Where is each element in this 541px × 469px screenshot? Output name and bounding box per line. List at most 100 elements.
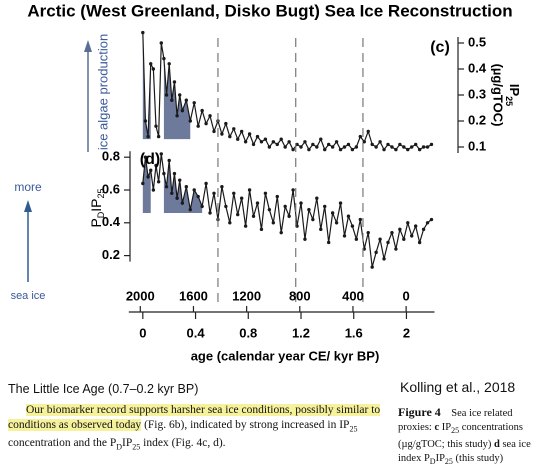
data-point: [303, 237, 307, 241]
data-point: [146, 175, 150, 179]
data-point: [192, 101, 196, 105]
data-point: [271, 140, 276, 144]
data-point: [141, 181, 145, 186]
data-point: [350, 147, 355, 152]
y-tick-label: 0.1: [468, 138, 486, 153]
data-point: [188, 119, 192, 123]
data-point: [180, 108, 185, 113]
data-point: [417, 240, 422, 245]
data-point: [172, 80, 177, 84]
data-point: [429, 142, 434, 147]
data-point: [429, 217, 434, 222]
x2-tick-label: 2000: [126, 288, 155, 303]
x-axis-label: age (calendar year CE/ kyr BP): [191, 348, 380, 363]
data-point: [156, 180, 161, 184]
data-point: [251, 142, 256, 147]
data-point: [275, 142, 279, 147]
data-point: [402, 145, 406, 149]
subscript: 25: [451, 426, 460, 436]
section-heading: The Little Ice Age (0.7–0.2 kyr BP): [8, 382, 199, 396]
data-point: [251, 214, 256, 218]
text: (this study): [452, 453, 504, 465]
data-point: [382, 257, 386, 261]
data-point: [315, 196, 319, 200]
data-point: [417, 147, 422, 152]
data-point: [143, 119, 148, 123]
data-point: [386, 240, 390, 245]
data-point: [175, 114, 179, 118]
x2-tick-label: 1200: [232, 288, 261, 303]
subscript: D: [429, 457, 436, 467]
data-point: [390, 230, 394, 235]
data-point: [180, 201, 185, 205]
text: concentration and the P: [8, 437, 117, 450]
data-point: [212, 129, 216, 134]
data-point: [188, 207, 192, 212]
label-sub: D: [96, 211, 106, 218]
data-point: [350, 224, 355, 228]
data-point: [406, 147, 410, 152]
data-point: [425, 145, 430, 149]
data-point: [398, 227, 402, 232]
y-tick-label: 0.4: [102, 214, 121, 229]
data-point: [326, 240, 331, 245]
data-point: [178, 93, 182, 97]
data-point: [143, 155, 148, 159]
y-tick-label: 0.5: [468, 34, 486, 49]
data-point: [307, 147, 311, 152]
y-axis-label: PDIP25: [88, 188, 107, 227]
data-point: [311, 217, 315, 222]
subscript: 25: [132, 442, 141, 452]
data-point: [255, 134, 260, 139]
data-point: [170, 98, 174, 102]
paragraph: Our biomarker record supports harsher se…: [8, 403, 390, 455]
data-point: [220, 185, 224, 189]
data-point: [172, 171, 177, 176]
highlight-area: [163, 58, 191, 140]
data-point: [413, 224, 418, 228]
data-point: [382, 147, 386, 152]
arrow-head: [84, 40, 92, 52]
data-point: [338, 147, 343, 152]
data-point: [236, 212, 240, 217]
data-point: [315, 145, 319, 149]
data-point: [354, 237, 359, 241]
data-point: [413, 142, 418, 147]
data-point: [243, 140, 248, 144]
data-point: [159, 152, 163, 156]
data-point: [178, 178, 182, 182]
subscript: 25: [349, 424, 358, 434]
data-point: [279, 137, 283, 141]
data-point: [287, 140, 291, 144]
data-point: [167, 62, 171, 66]
data-point: [196, 194, 200, 199]
text: c: [434, 422, 440, 433]
data-point: [154, 124, 158, 128]
data-point: [330, 211, 335, 215]
y-tick-label: 0.8: [102, 149, 120, 164]
data-point: [323, 204, 327, 209]
data-point: [334, 140, 339, 144]
annotation: ice algae production: [95, 34, 110, 150]
data-point: [307, 207, 311, 212]
data-point: [358, 134, 363, 139]
text: concentrations (µg/gTOC; this study): [398, 422, 523, 451]
data-point: [200, 204, 204, 209]
data-point: [354, 145, 359, 149]
data-point: [259, 227, 264, 232]
data-point: [410, 145, 414, 149]
data-point: [398, 142, 402, 147]
data-point: [283, 204, 287, 209]
chart-title: Arctic (West Greenland, Disko Bugt) Sea …: [27, 1, 512, 20]
data-point: [326, 142, 331, 147]
data-point: [421, 227, 426, 232]
data-point: [212, 191, 216, 195]
data-point: [208, 211, 212, 215]
y-tick-label: 0.6: [102, 181, 120, 196]
highlight-area: [142, 157, 151, 213]
data-point: [232, 127, 236, 131]
data-point: [149, 62, 153, 66]
y-tick-label: 0.4: [468, 60, 487, 75]
data-point: [228, 221, 232, 225]
